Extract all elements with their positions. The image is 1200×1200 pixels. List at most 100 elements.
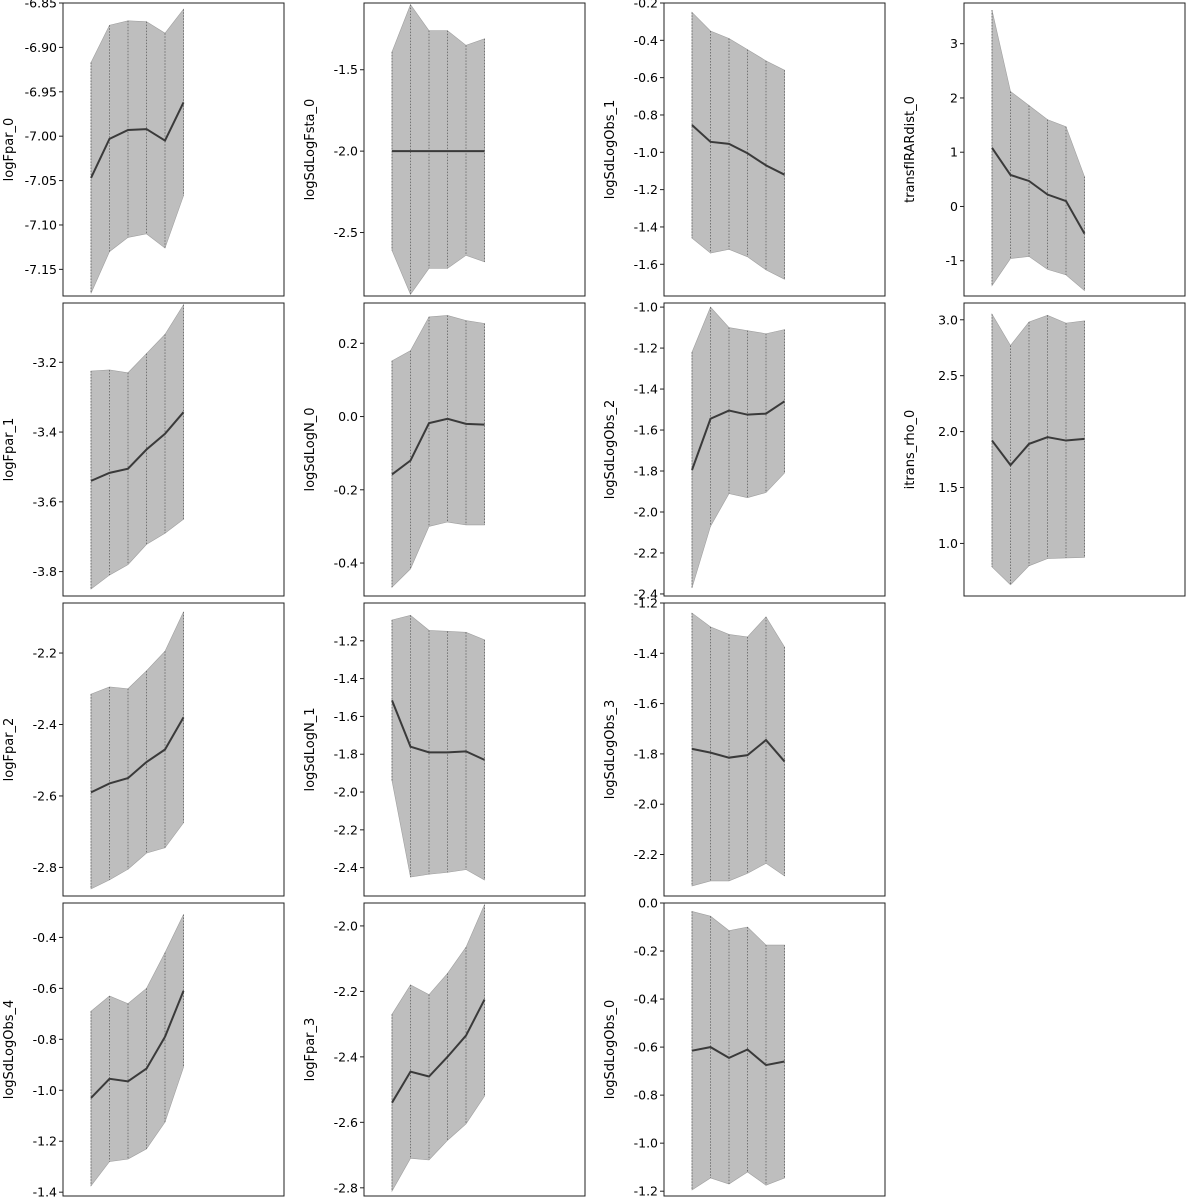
y-tick-label: -3.6 [33,494,57,509]
y-tick-label: 0.0 [338,409,358,424]
y-axis-label: transfIRARdist_0 [903,96,918,203]
y-axis-label: logSdLogObs_4 [2,1000,17,1100]
y-tick-label: -0.4 [634,33,658,48]
panel-logFpar_0: -6.85 -6.90 -6.95 -7.00 -7.05 -7.10 -7.15 logFp… [2,0,285,297]
y-tick-label: -1.4 [634,219,658,234]
estimate-line [90,716,185,794]
confidence-band [90,8,184,294]
y-axis-label: logSdLogObs_2 [603,400,618,500]
y-tick-label: -1 [946,253,958,268]
y-tick-label: -1.8 [634,464,658,479]
panel-frame [663,902,886,1197]
panel-logSdLogObs_0: 0.0 -0.2 -0.4 -0.6 -0.8 -1.0 -1.2 logSdLogObs_0 [603,896,886,1199]
y-tick-label: -2.4 [33,717,57,732]
panel-frame [363,302,586,597]
y-tick-label: -1.8 [334,747,358,762]
panel-frame [363,602,586,897]
panel-logSdLogObs_2: -1.0 -1.2 -1.4 -1.6 -1.8 -2.0 -2.2 -2.4 logSdLog… [603,300,886,601]
panel-logSdLogObs_4: -0.4 -0.6 -0.8 -1.0 -1.2 -1.4 logSdLogObs_4 [2,902,285,1200]
y-axis-label: logSdLogObs_1 [603,100,618,200]
y-tick-label: -7.00 [25,129,57,144]
panel-logFpar_1: -3.2 -3.4 -3.6 -3.8 logFpar_1 [2,302,285,597]
y-tick-label: -1.5 [334,62,358,77]
panel-frame [62,602,285,897]
panel-logFpar_2: -2.2 -2.4 -2.6 -2.8 logFpar_2 [2,602,285,897]
y-tick-label: -0.8 [634,107,658,122]
confidence-band [90,303,184,590]
y-tick-label: 0.0 [638,896,658,911]
y-axis-label: logSdLogN_0 [303,407,318,491]
y-tick-label: -0.2 [334,482,358,497]
y-tick-label: -0.2 [634,0,658,11]
y-tick-label: -7.05 [25,173,57,188]
y-tick-label: -3.8 [33,564,57,579]
y-tick-label: -1.8 [634,746,658,761]
y-tick-label: -2.2 [33,646,57,661]
y-tick-label: -1.0 [634,1136,658,1151]
y-tick-label: -1.0 [33,1083,57,1098]
y-tick-label: -0.4 [33,930,57,945]
y-tick-label: -0.4 [334,556,358,571]
y-tick-label: -2.2 [334,822,358,837]
panel-frame [963,302,1186,597]
y-tick-label: -2.2 [634,847,658,862]
panel-itrans_rho_0: 3.0 2.5 2.0 1.5 1.0 itrans_rho_0 [903,302,1186,597]
panel-frame [663,2,886,297]
y-tick-label: -2.8 [334,1180,358,1195]
panel-logSdLogFsta_0: -1.5 -2.0 -2.5 logSdLogFsta_0 [303,2,586,297]
estimate-line [90,990,185,1099]
y-tick-label: -1.2 [334,633,358,648]
y-tick-label: -0.6 [634,70,658,85]
confidence-band [391,315,485,588]
panel-logSdLogObs_1: -0.2 -0.4 -0.6 -0.8 -1.0 -1.2 -1.4 -1.6 logSdLog… [603,0,886,297]
y-tick-label: 3 [950,36,958,51]
panel-frame [62,302,285,597]
panel-frame [62,902,285,1197]
y-axis-label: logFpar_3 [303,1018,318,1082]
y-tick-label: -2.2 [334,984,358,999]
estimate-line [991,147,1086,235]
y-tick-label: -2.8 [33,860,57,875]
panel-logSdLogN_0: 0.2 0.0 -0.2 -0.4 logSdLogN_0 [303,302,586,597]
panel-frame [663,302,886,597]
estimate-line [691,1046,785,1067]
y-tick-label: -0.6 [634,1040,658,1055]
confidence-band [391,614,485,881]
y-tick-label: -1.4 [334,671,358,686]
estimate-line [391,417,485,476]
y-tick-label: -6.95 [25,84,57,99]
y-tick-label: -0.8 [634,1088,658,1103]
confidence-band [991,313,1085,586]
panel-logSdLogN_1: -1.2 -1.4 -1.6 -1.8 -2.0 -2.2 -2.4 logSdLogN_1 [303,602,586,897]
y-tick-label: -6.90 [25,40,57,55]
y-axis-label: logSdLogObs_3 [603,700,618,800]
panel-frame [62,2,285,297]
estimate-line [991,436,1085,467]
estimate-line [391,699,485,761]
y-tick-label: -2.6 [33,788,57,803]
y-tick-label: -1.0 [634,145,658,160]
confidence-band [391,904,485,1193]
panel-frame [963,2,1186,297]
y-tick-label: 0.2 [338,336,358,351]
y-tick-label: -2.6 [334,1115,358,1130]
panel-logFpar_3: -2.0 -2.2 -2.4 -2.6 -2.8 logFpar_3 [303,902,586,1197]
estimate-line [691,400,786,471]
confidence-band [691,11,785,280]
y-tick-label: 2 [950,90,958,105]
y-tick-label: 2.0 [938,424,958,439]
panel-frame [663,602,886,897]
y-tick-label: -0.2 [634,944,658,959]
y-tick-label: -2.0 [634,797,658,812]
y-tick-label: -2.0 [334,785,358,800]
y-tick-label: -1.6 [634,257,658,272]
y-tick-label: -6.85 [25,0,57,11]
y-axis-label: itrans_rho_0 [903,410,918,490]
confidence-band [691,306,785,588]
y-tick-label: 1.0 [938,536,958,551]
y-tick-label: 1 [950,145,958,160]
y-tick-label: -1.2 [634,1184,658,1199]
y-tick-label: -1.2 [634,341,658,356]
y-tick-label: -2.0 [634,504,658,519]
y-tick-label: -2.4 [334,860,358,875]
